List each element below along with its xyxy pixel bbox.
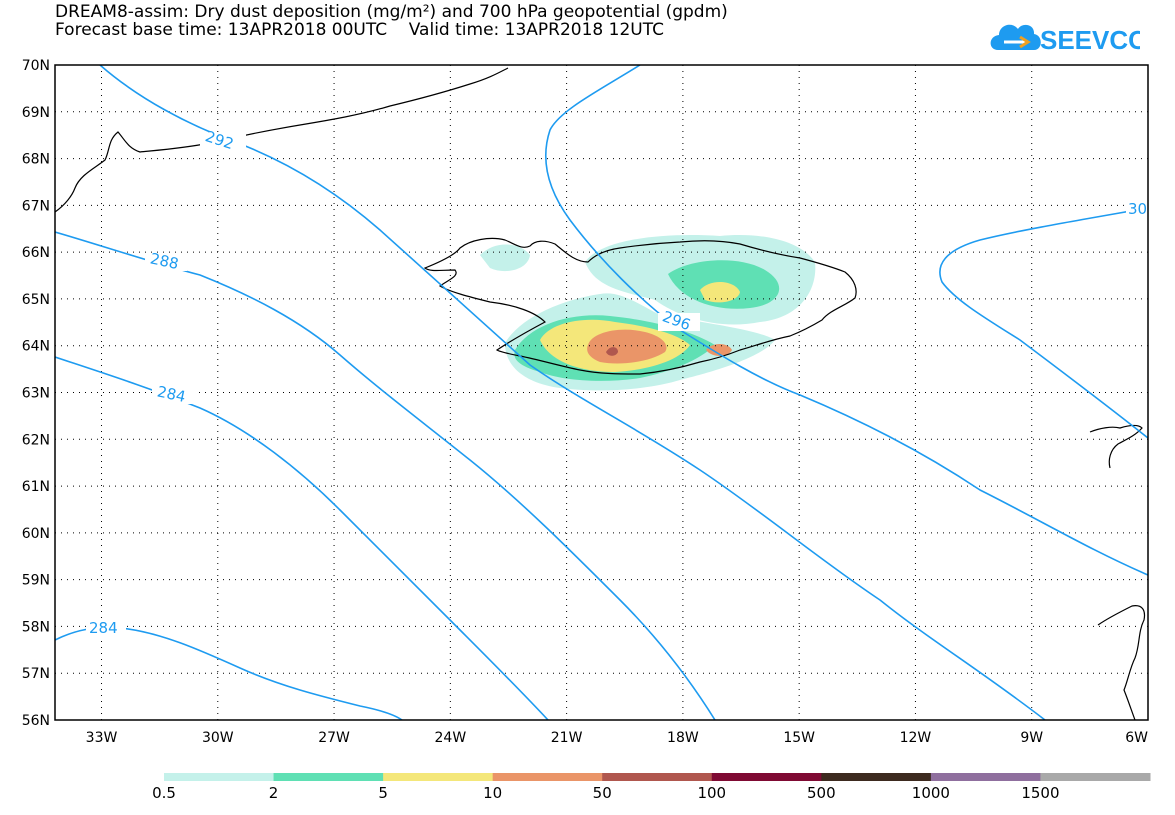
latitude-label: 66N bbox=[22, 245, 50, 261]
coastlines bbox=[55, 67, 1146, 720]
iceland-coast bbox=[423, 237, 857, 375]
plot-frame bbox=[54, 64, 1149, 721]
latitude-label: 64N bbox=[22, 339, 50, 355]
latitude-label: 59N bbox=[22, 573, 50, 589]
latitude-label: 58N bbox=[22, 619, 50, 635]
contour-284-upper bbox=[55, 356, 549, 720]
contour-288 bbox=[55, 231, 716, 720]
axis-ticks: 70N 69N 68N 67N 66N 65N 64N 63N 62N 61N 60N 59N 58N 5… bbox=[22, 58, 1148, 746]
dust-level-1 bbox=[480, 244, 530, 272]
contour-284-lower bbox=[55, 626, 403, 720]
longitude-label: 18W bbox=[667, 730, 699, 746]
map-subtitle: Forecast base time: 13APR2018 00UTC Vali… bbox=[55, 20, 664, 40]
contour-300 bbox=[939, 207, 1148, 439]
contour-label: 284 bbox=[89, 619, 118, 637]
latitude-label: 69N bbox=[22, 105, 50, 121]
latitude-label: 56N bbox=[22, 713, 50, 729]
contour-296 bbox=[544, 65, 1148, 576]
logo-text: SEEVCCC bbox=[1040, 25, 1140, 55]
greenland-coast bbox=[55, 67, 509, 213]
map-title: DREAM8-assim: Dry dust deposition (mg/m²… bbox=[55, 2, 728, 22]
latitude-label: 63N bbox=[22, 386, 50, 402]
longitude-label: 21W bbox=[551, 730, 583, 746]
contour-label: 284 bbox=[156, 382, 188, 406]
cloud-logo-icon bbox=[990, 24, 1041, 50]
longitude-label: 12W bbox=[900, 730, 932, 746]
lat-lon-grid bbox=[55, 65, 1148, 720]
latitude-label: 65N bbox=[22, 292, 50, 308]
seevccc-logo: SEEVCCC bbox=[990, 24, 1140, 55]
dust-level-3 bbox=[700, 281, 740, 303]
contour-label: 288 bbox=[149, 249, 181, 273]
longitude-label: 30W bbox=[202, 730, 234, 746]
faroe-islands-coast bbox=[1089, 424, 1143, 469]
dust-level-4 bbox=[706, 344, 732, 356]
latitude-label: 68N bbox=[22, 152, 50, 168]
latitude-label: 57N bbox=[22, 666, 50, 682]
longitude-label: 15W bbox=[783, 730, 815, 746]
latitude-label: 67N bbox=[22, 198, 50, 214]
longitude-label: 9W bbox=[1020, 730, 1043, 746]
latitude-label: 61N bbox=[22, 479, 50, 495]
dust-level-5 bbox=[606, 347, 618, 356]
dust-deposition-field bbox=[480, 235, 816, 391]
contour-labels: 292 288 296 284 284 30 bbox=[86, 127, 1148, 637]
longitude-label: 33W bbox=[86, 730, 118, 746]
longitude-label: 24W bbox=[435, 730, 467, 746]
latitude-label: 62N bbox=[22, 432, 50, 448]
longitude-label: 27W bbox=[318, 730, 350, 746]
scotland-coast bbox=[1097, 605, 1146, 720]
latitude-label: 70N bbox=[22, 58, 50, 74]
longitude-label: 6W bbox=[1125, 730, 1148, 746]
contour-label: 30 bbox=[1128, 200, 1147, 218]
dust-level-4 bbox=[587, 329, 667, 364]
latitude-label: 60N bbox=[22, 526, 50, 542]
